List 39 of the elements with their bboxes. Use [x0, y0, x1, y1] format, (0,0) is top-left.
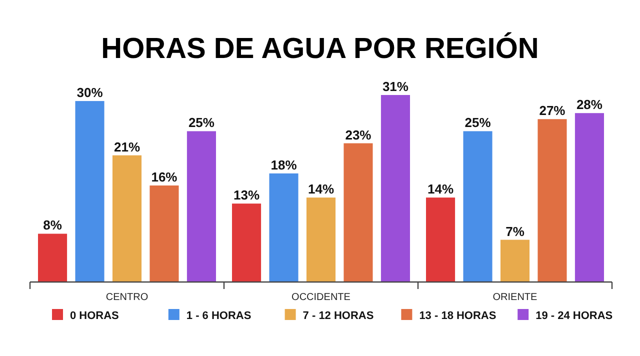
data-label: 31% [382, 79, 409, 94]
data-label: 7% [506, 224, 525, 239]
legend-label: 13 - 18 HORAS [419, 310, 496, 322]
legend-label: 0 HORAS [70, 310, 119, 322]
data-label: 18% [270, 157, 298, 172]
legend-label: 1 - 6 HORAS [186, 310, 252, 322]
x-tick-label: OCCIDENTE [292, 292, 351, 303]
legend-label: 7 - 12 HORAS [302, 310, 374, 322]
bar [186, 131, 216, 282]
x-tick-label: CENTRO [106, 292, 148, 303]
x-tick-label: ORIENTE [492, 292, 538, 303]
data-label: 30% [76, 85, 104, 100]
data-label: 25% [188, 115, 215, 130]
data-label: 14% [428, 182, 454, 197]
bar [269, 173, 298, 282]
bar [538, 119, 567, 282]
bar [344, 143, 373, 282]
legend-label: 19 - 24 HORAS [536, 310, 613, 322]
bar [75, 101, 104, 282]
chart-title: HORAS DE AGUA POR REGIÓN [101, 32, 539, 65]
data-label: 13% [234, 188, 260, 203]
bar [306, 198, 336, 282]
data-label: 16% [151, 169, 178, 184]
bar [232, 204, 262, 282]
bar [463, 131, 492, 282]
bar [574, 113, 604, 282]
data-label: 23% [345, 127, 372, 142]
bar [112, 155, 142, 282]
data-label: 25% [464, 115, 492, 130]
data-label: 8% [43, 218, 62, 233]
data-label: 14% [308, 182, 334, 197]
data-label: 21% [114, 139, 140, 154]
bar [380, 95, 410, 282]
data-label: 28% [576, 97, 603, 112]
bar [150, 185, 179, 282]
bar [500, 240, 530, 282]
data-label: 27% [539, 103, 566, 118]
bar [38, 234, 68, 282]
bar [426, 198, 456, 282]
